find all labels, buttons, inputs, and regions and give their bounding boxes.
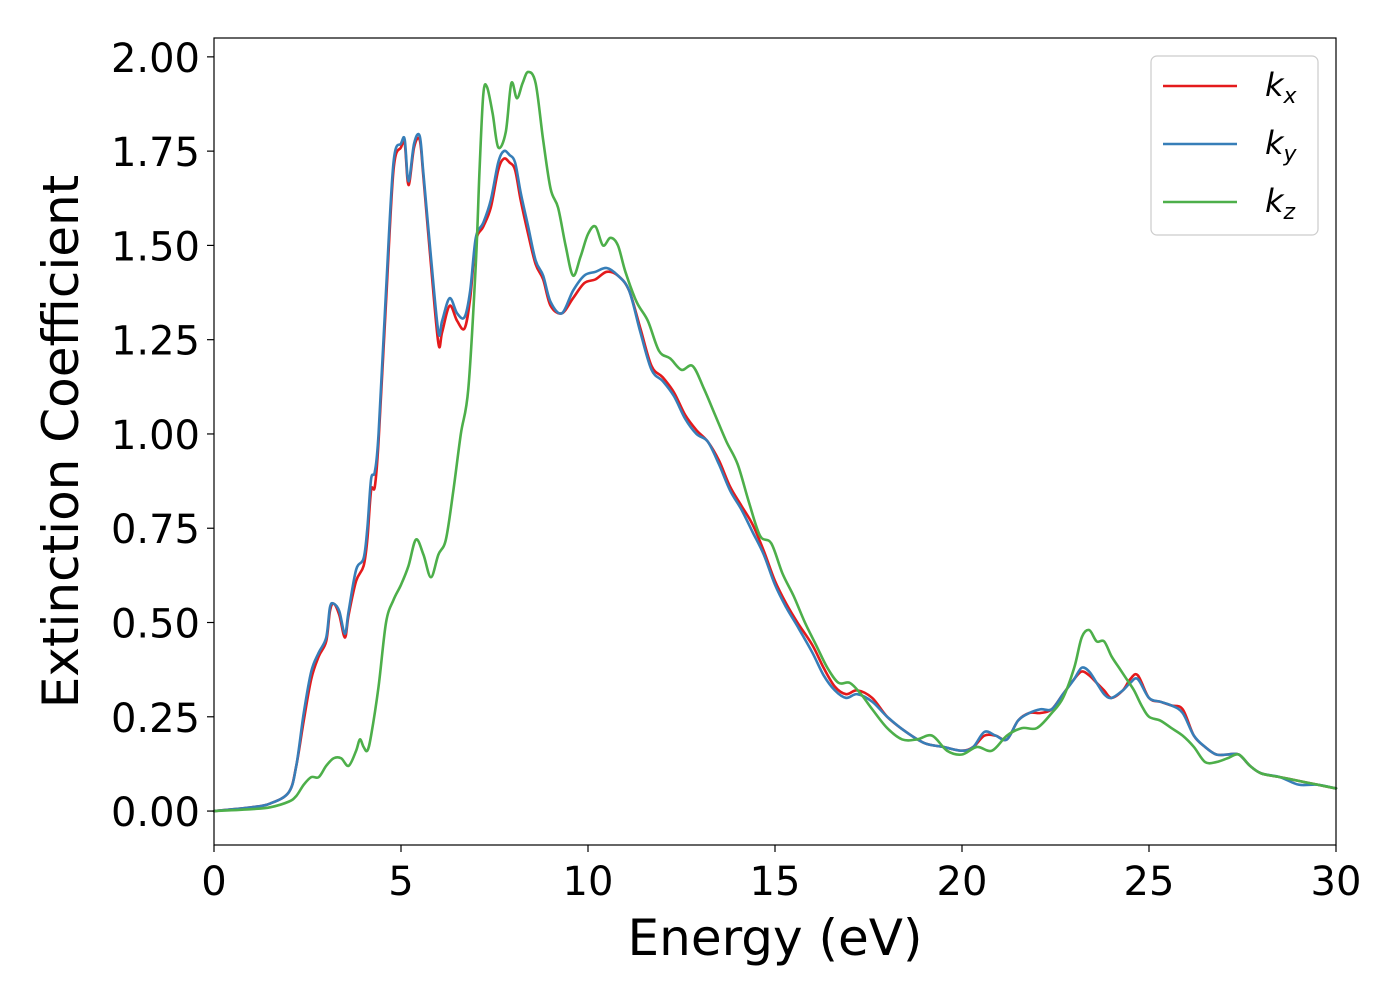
y-tick-label: 0.25: [111, 696, 200, 742]
legend-label-subscript: y: [1283, 142, 1298, 167]
y-tick-label: 1.00: [111, 413, 200, 459]
x-tick-label: 10: [563, 859, 614, 905]
x-tick-label: 30: [1311, 859, 1362, 905]
legend-label-subscript: z: [1283, 200, 1296, 225]
y-tick-label: 1.50: [111, 224, 200, 270]
series-layer: [212, 70, 1338, 813]
legend-box: [1150, 55, 1319, 236]
y-axis-title: Extinction Coefficient: [32, 175, 90, 709]
y-tick-label: 1.75: [111, 130, 200, 176]
x-tick-label: 5: [388, 859, 413, 905]
legend-label-z: kz: [1265, 182, 1296, 225]
y-tick-label: 0.00: [111, 790, 200, 836]
x-tick-label: 0: [201, 859, 226, 905]
x-axis-title: Energy (eV): [628, 909, 923, 967]
series-line-z: [212, 70, 1338, 813]
legend-label-y: ky: [1265, 124, 1298, 167]
ticks-layer: 0 5 10 15 20 25 30 0.00 0.25 0.50 0.75 1.00 1.25 1.50…: [111, 36, 1362, 905]
y-tick-label: 2.00: [111, 36, 200, 82]
y-tick-label: 1.25: [111, 319, 200, 365]
series-line-y: [212, 132, 1338, 813]
legend-label-subscript: x: [1283, 84, 1298, 109]
legend-label-x: kx: [1265, 66, 1298, 109]
y-tick-label: 0.50: [111, 602, 200, 648]
x-tick-label: 25: [1124, 859, 1175, 905]
y-tick-label: 0.75: [111, 507, 200, 553]
x-tick-label: 20: [937, 859, 988, 905]
legend-label-main: k: [1265, 182, 1285, 220]
series-line-x: [212, 136, 1338, 813]
x-tick-label: 15: [750, 859, 801, 905]
legend-label-main: k: [1265, 124, 1285, 162]
legend-label-main: k: [1265, 66, 1285, 104]
